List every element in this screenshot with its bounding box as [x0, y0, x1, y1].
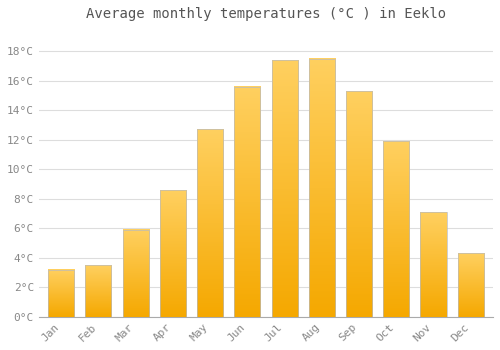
Bar: [272, 60, 297, 317]
Bar: [48, 270, 74, 317]
Bar: [197, 130, 223, 317]
Title: Average monthly temperatures (°C ) in Eeklo: Average monthly temperatures (°C ) in Ee…: [86, 7, 446, 21]
Bar: [383, 141, 409, 317]
Bar: [458, 253, 483, 317]
Bar: [160, 190, 186, 317]
Bar: [308, 58, 335, 317]
Bar: [122, 230, 148, 317]
Bar: [86, 265, 112, 317]
Bar: [420, 212, 446, 317]
Bar: [346, 91, 372, 317]
Bar: [234, 86, 260, 317]
